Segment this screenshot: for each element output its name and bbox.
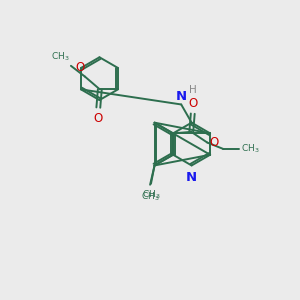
Text: N: N [176, 90, 187, 103]
Text: CH$_3$: CH$_3$ [142, 188, 160, 201]
Text: CH$_3$: CH$_3$ [141, 190, 159, 202]
Text: O: O [94, 112, 103, 125]
Text: O: O [189, 97, 198, 110]
Text: O: O [75, 61, 84, 74]
Text: N: N [186, 170, 197, 184]
Text: CH$_3$: CH$_3$ [241, 143, 260, 155]
Text: O: O [210, 136, 219, 149]
Text: H: H [189, 85, 196, 95]
Text: CH$_3$: CH$_3$ [51, 50, 69, 63]
